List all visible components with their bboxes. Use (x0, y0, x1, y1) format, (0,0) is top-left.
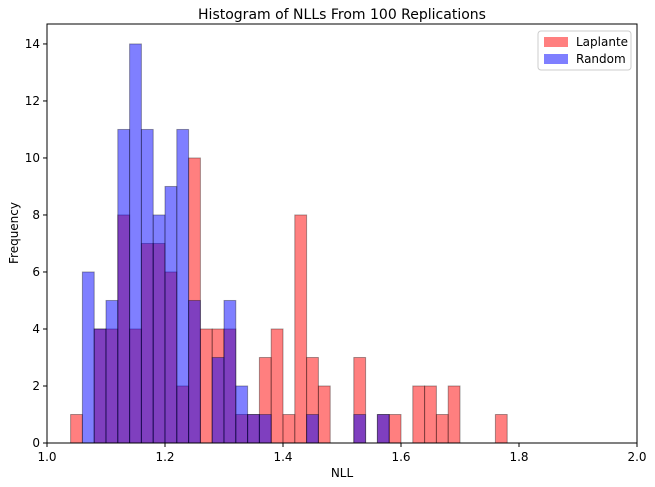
bar-random (176, 128, 190, 444)
bars-layer (70, 43, 508, 444)
y-ticks: 0 2 4 6 8 10 12 14 (25, 37, 47, 450)
x-axis-label: NLL (331, 466, 354, 480)
y-tick-label: 4 (32, 322, 40, 336)
x-tick-label: 1.8 (509, 450, 528, 464)
bar-laplante (282, 414, 296, 444)
y-tick-label: 8 (32, 208, 40, 222)
bar-laplante (70, 414, 83, 444)
y-tick-label: 2 (32, 379, 40, 393)
legend-label-random: Random (576, 52, 626, 66)
bar-laplante (317, 385, 331, 444)
legend-swatch-laplante (544, 37, 568, 47)
plot-frame (46, 23, 638, 444)
bar-random (188, 299, 201, 444)
bar-random (105, 299, 119, 444)
bar-random (93, 328, 107, 444)
bar-random (258, 414, 272, 444)
bar-random (235, 385, 249, 444)
bar-laplante (494, 414, 508, 444)
x-tick-label: 1.0 (37, 450, 56, 464)
x-ticks: 1.0 1.2 1.4 1.6 1.8 2.0 (37, 443, 647, 464)
bar-laplante (447, 385, 461, 444)
legend-label-laplante: Laplante (576, 35, 628, 49)
bar-random (152, 214, 166, 444)
bar-laplante (435, 414, 449, 444)
bar-laplante (424, 385, 437, 444)
bar-laplante (270, 328, 284, 444)
bar-laplante (294, 214, 308, 444)
bar-random (81, 271, 95, 444)
chart-title: Histogram of NLLs From 100 Replications (198, 7, 486, 23)
y-tick-label: 12 (25, 94, 40, 108)
bar-random (140, 128, 154, 444)
bar-random (306, 414, 319, 444)
bar-random (129, 43, 142, 444)
legend-swatch-random (544, 54, 568, 64)
y-tick-label: 0 (32, 436, 40, 450)
bar-laplante (412, 385, 426, 444)
x-tick-label: 1.6 (391, 450, 410, 464)
bar-random (211, 356, 225, 444)
x-tick-label: 1.2 (155, 450, 174, 464)
x-tick-label: 1.4 (273, 450, 292, 464)
x-tick-label: 2.0 (627, 450, 646, 464)
bar-random (117, 128, 131, 444)
bar-laplante (388, 414, 402, 444)
y-axis-label: Frequency (7, 202, 21, 264)
bar-random (164, 185, 178, 444)
y-tick-label: 10 (25, 151, 40, 165)
bar-random (376, 414, 390, 444)
legend: Laplante Random (537, 30, 632, 71)
y-tick-label: 6 (32, 265, 40, 279)
bar-random (353, 414, 367, 444)
bar-random (247, 414, 260, 444)
axes-layer (46, 23, 638, 444)
bar-random (223, 299, 237, 444)
y-tick-label: 14 (25, 37, 40, 51)
bar-laplante (199, 328, 213, 444)
